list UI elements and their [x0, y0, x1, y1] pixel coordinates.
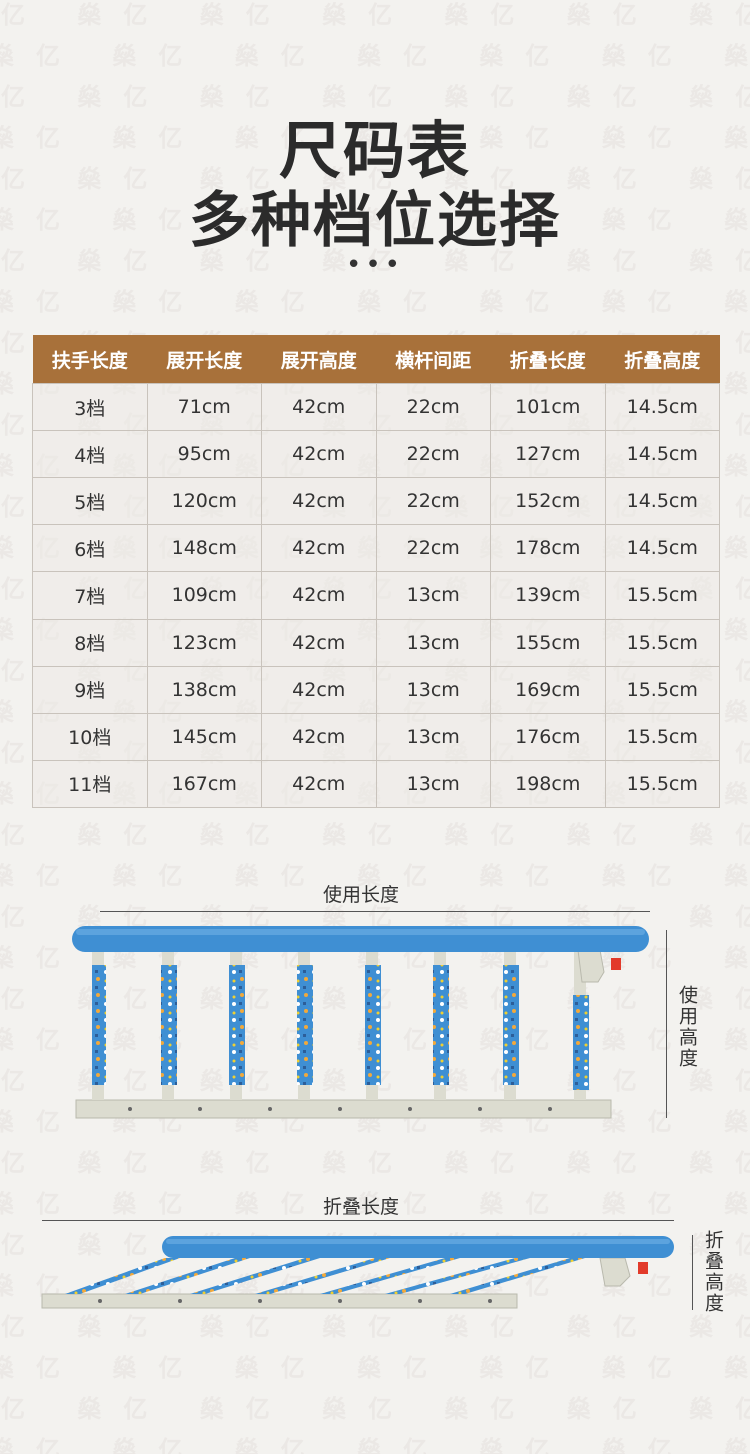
- table-cell: 109cm: [146, 571, 262, 620]
- table-cell: 42cm: [261, 477, 377, 526]
- table-cell: 42cm: [261, 430, 377, 479]
- table-cell: 15.5cm: [604, 571, 720, 620]
- table-cell: 8档: [32, 618, 148, 667]
- unfolded-rail-illustration: [72, 926, 649, 1119]
- table-cell: 42cm: [261, 712, 377, 761]
- table-row: 10档 145cm 42cm 13cm 176cm 15.5cm: [32, 712, 720, 761]
- use-length-line: [100, 911, 650, 912]
- table-cell: 42cm: [261, 524, 377, 573]
- table-row: 11档 167cm 42cm 13cm 198cm 15.5cm: [32, 759, 720, 809]
- table-header-row: 扶手长度 展开长度 展开高度 横杆间距 折叠长度 折叠高度: [32, 335, 720, 384]
- table-cell: 22cm: [375, 477, 491, 526]
- folded-red-button: [638, 1262, 648, 1274]
- table-row: 4档 95cm 42cm 22cm 127cm 14.5cm: [32, 430, 720, 479]
- bottom-frame-bar: [75, 1099, 612, 1119]
- table-cell: 13cm: [375, 618, 491, 667]
- rail-posts: [92, 950, 589, 1100]
- table-cell: 14.5cm: [604, 382, 720, 432]
- table-cell: 127cm: [490, 430, 606, 479]
- table-cell: 145cm: [146, 712, 262, 761]
- table-cell: 138cm: [146, 665, 262, 714]
- folded-posts: [65, 1258, 585, 1294]
- table-cell: 11档: [32, 759, 148, 809]
- table-cell: 42cm: [261, 571, 377, 620]
- table-cell: 42cm: [261, 618, 377, 667]
- table-cell: 42cm: [261, 665, 377, 714]
- table-header-cell: 展开长度: [147, 335, 262, 384]
- table-cell: 7档: [32, 571, 148, 620]
- watermark-row: 燊亿 燊亿 燊亿 燊亿 燊亿 燊亿 燊亿 燊亿 燊亿 燊亿 燊亿 燊亿 燊亿 燊…: [0, 1149, 750, 1177]
- table-cell: 14.5cm: [604, 524, 720, 573]
- table-row: 5档 120cm 42cm 22cm 152cm 14.5cm: [32, 477, 720, 526]
- table-cell: 5档: [32, 477, 148, 526]
- table-cell: 198cm: [490, 759, 606, 809]
- table-cell: 13cm: [375, 712, 491, 761]
- table-cell: 152cm: [490, 477, 606, 526]
- table-cell: 42cm: [261, 382, 377, 432]
- table-cell: 95cm: [146, 430, 262, 479]
- table-cell: 176cm: [490, 712, 606, 761]
- title-dots: •••: [345, 250, 404, 280]
- table-header-cell: 扶手长度: [32, 335, 147, 384]
- fold-height-label: 折叠高度: [702, 1230, 724, 1314]
- page-subtitle: 多种档位选择: [189, 186, 561, 256]
- watermark-row: 燊亿 燊亿 燊亿 燊亿 燊亿 燊亿 燊亿 燊亿 燊亿 燊亿 燊亿 燊亿 燊亿 燊…: [0, 1436, 750, 1454]
- table-cell: 123cm: [146, 618, 262, 667]
- table-cell: 178cm: [490, 524, 606, 573]
- folded-rail-illustration: [41, 1236, 674, 1309]
- table-row: 8档 123cm 42cm 13cm 155cm 15.5cm: [32, 618, 720, 667]
- table-header-cell: 横杆间距: [376, 335, 491, 384]
- table-cell: 42cm: [261, 759, 377, 809]
- table-cell: 155cm: [490, 618, 606, 667]
- page-title: 尺码表: [278, 114, 471, 187]
- watermark-row: 燊亿 燊亿 燊亿 燊亿 燊亿 燊亿 燊亿 燊亿 燊亿 燊亿 燊亿 燊亿 燊亿 燊…: [0, 1395, 750, 1423]
- watermark-row: 燊亿 燊亿 燊亿 燊亿 燊亿 燊亿 燊亿 燊亿 燊亿 燊亿 燊亿 燊亿 燊亿 燊…: [0, 1, 750, 29]
- use-length-label: 使用长度: [323, 884, 400, 906]
- table-cell: 22cm: [375, 524, 491, 573]
- fold-height-line: [692, 1235, 693, 1310]
- table-cell: 15.5cm: [604, 759, 720, 809]
- table-header-cell: 折叠高度: [605, 335, 720, 384]
- fold-length-label: 折叠长度: [323, 1196, 400, 1218]
- table-cell: 15.5cm: [604, 618, 720, 667]
- watermark-row: 燊亿 燊亿 燊亿 燊亿 燊亿 燊亿 燊亿 燊亿 燊亿 燊亿 燊亿 燊亿 燊亿 燊…: [0, 42, 750, 70]
- table-header-cell: 折叠长度: [490, 335, 605, 384]
- table-cell: 13cm: [375, 571, 491, 620]
- table-cell: 14.5cm: [604, 430, 720, 479]
- table-cell: 167cm: [146, 759, 262, 809]
- red-release-button: [611, 958, 621, 970]
- table-cell: 13cm: [375, 665, 491, 714]
- folded-bottom-frame: [41, 1293, 518, 1309]
- table-cell: 101cm: [490, 382, 606, 432]
- size-table: 扶手长度 展开长度 展开高度 横杆间距 折叠长度 折叠高度 3档 71cm 42cm 22cm 1…: [32, 335, 720, 809]
- watermark-row: 燊亿 燊亿 燊亿 燊亿 燊亿 燊亿 燊亿 燊亿 燊亿 燊亿 燊亿 燊亿 燊亿 燊…: [0, 1354, 750, 1382]
- table-cell: 4档: [32, 430, 148, 479]
- watermark-row: 燊亿 燊亿 燊亿 燊亿 燊亿 燊亿 燊亿 燊亿 燊亿 燊亿 燊亿 燊亿 燊亿 燊…: [0, 821, 750, 849]
- table-cell: 14.5cm: [604, 477, 720, 526]
- hinge-lock: [577, 949, 605, 983]
- table-cell: 71cm: [146, 382, 262, 432]
- table-header-cell: 展开高度: [261, 335, 376, 384]
- use-height-line: [666, 930, 667, 1118]
- table-cell: 169cm: [490, 665, 606, 714]
- table-cell: 148cm: [146, 524, 262, 573]
- table-cell: 15.5cm: [604, 712, 720, 761]
- table-cell: 22cm: [375, 382, 491, 432]
- table-row: 7档 109cm 42cm 13cm 139cm 15.5cm: [32, 571, 720, 620]
- table-cell: 15.5cm: [604, 665, 720, 714]
- fold-length-line: [42, 1220, 674, 1221]
- table-cell: 22cm: [375, 430, 491, 479]
- watermark-row: 燊亿 燊亿 燊亿 燊亿 燊亿 燊亿 燊亿 燊亿 燊亿 燊亿 燊亿 燊亿 燊亿 燊…: [0, 288, 750, 316]
- table-cell: 120cm: [146, 477, 262, 526]
- use-height-label: 使用高度: [676, 985, 698, 1069]
- table-cell: 139cm: [490, 571, 606, 620]
- table-cell: 13cm: [375, 759, 491, 809]
- table-row: 3档 71cm 42cm 22cm 101cm 14.5cm: [32, 382, 720, 432]
- table-row: 6档 148cm 42cm 22cm 178cm 14.5cm: [32, 524, 720, 573]
- table-cell: 3档: [32, 382, 148, 432]
- table-cell: 10档: [32, 712, 148, 761]
- table-cell: 6档: [32, 524, 148, 573]
- table-cell: 9档: [32, 665, 148, 714]
- table-row: 9档 138cm 42cm 13cm 169cm 15.5cm: [32, 665, 720, 714]
